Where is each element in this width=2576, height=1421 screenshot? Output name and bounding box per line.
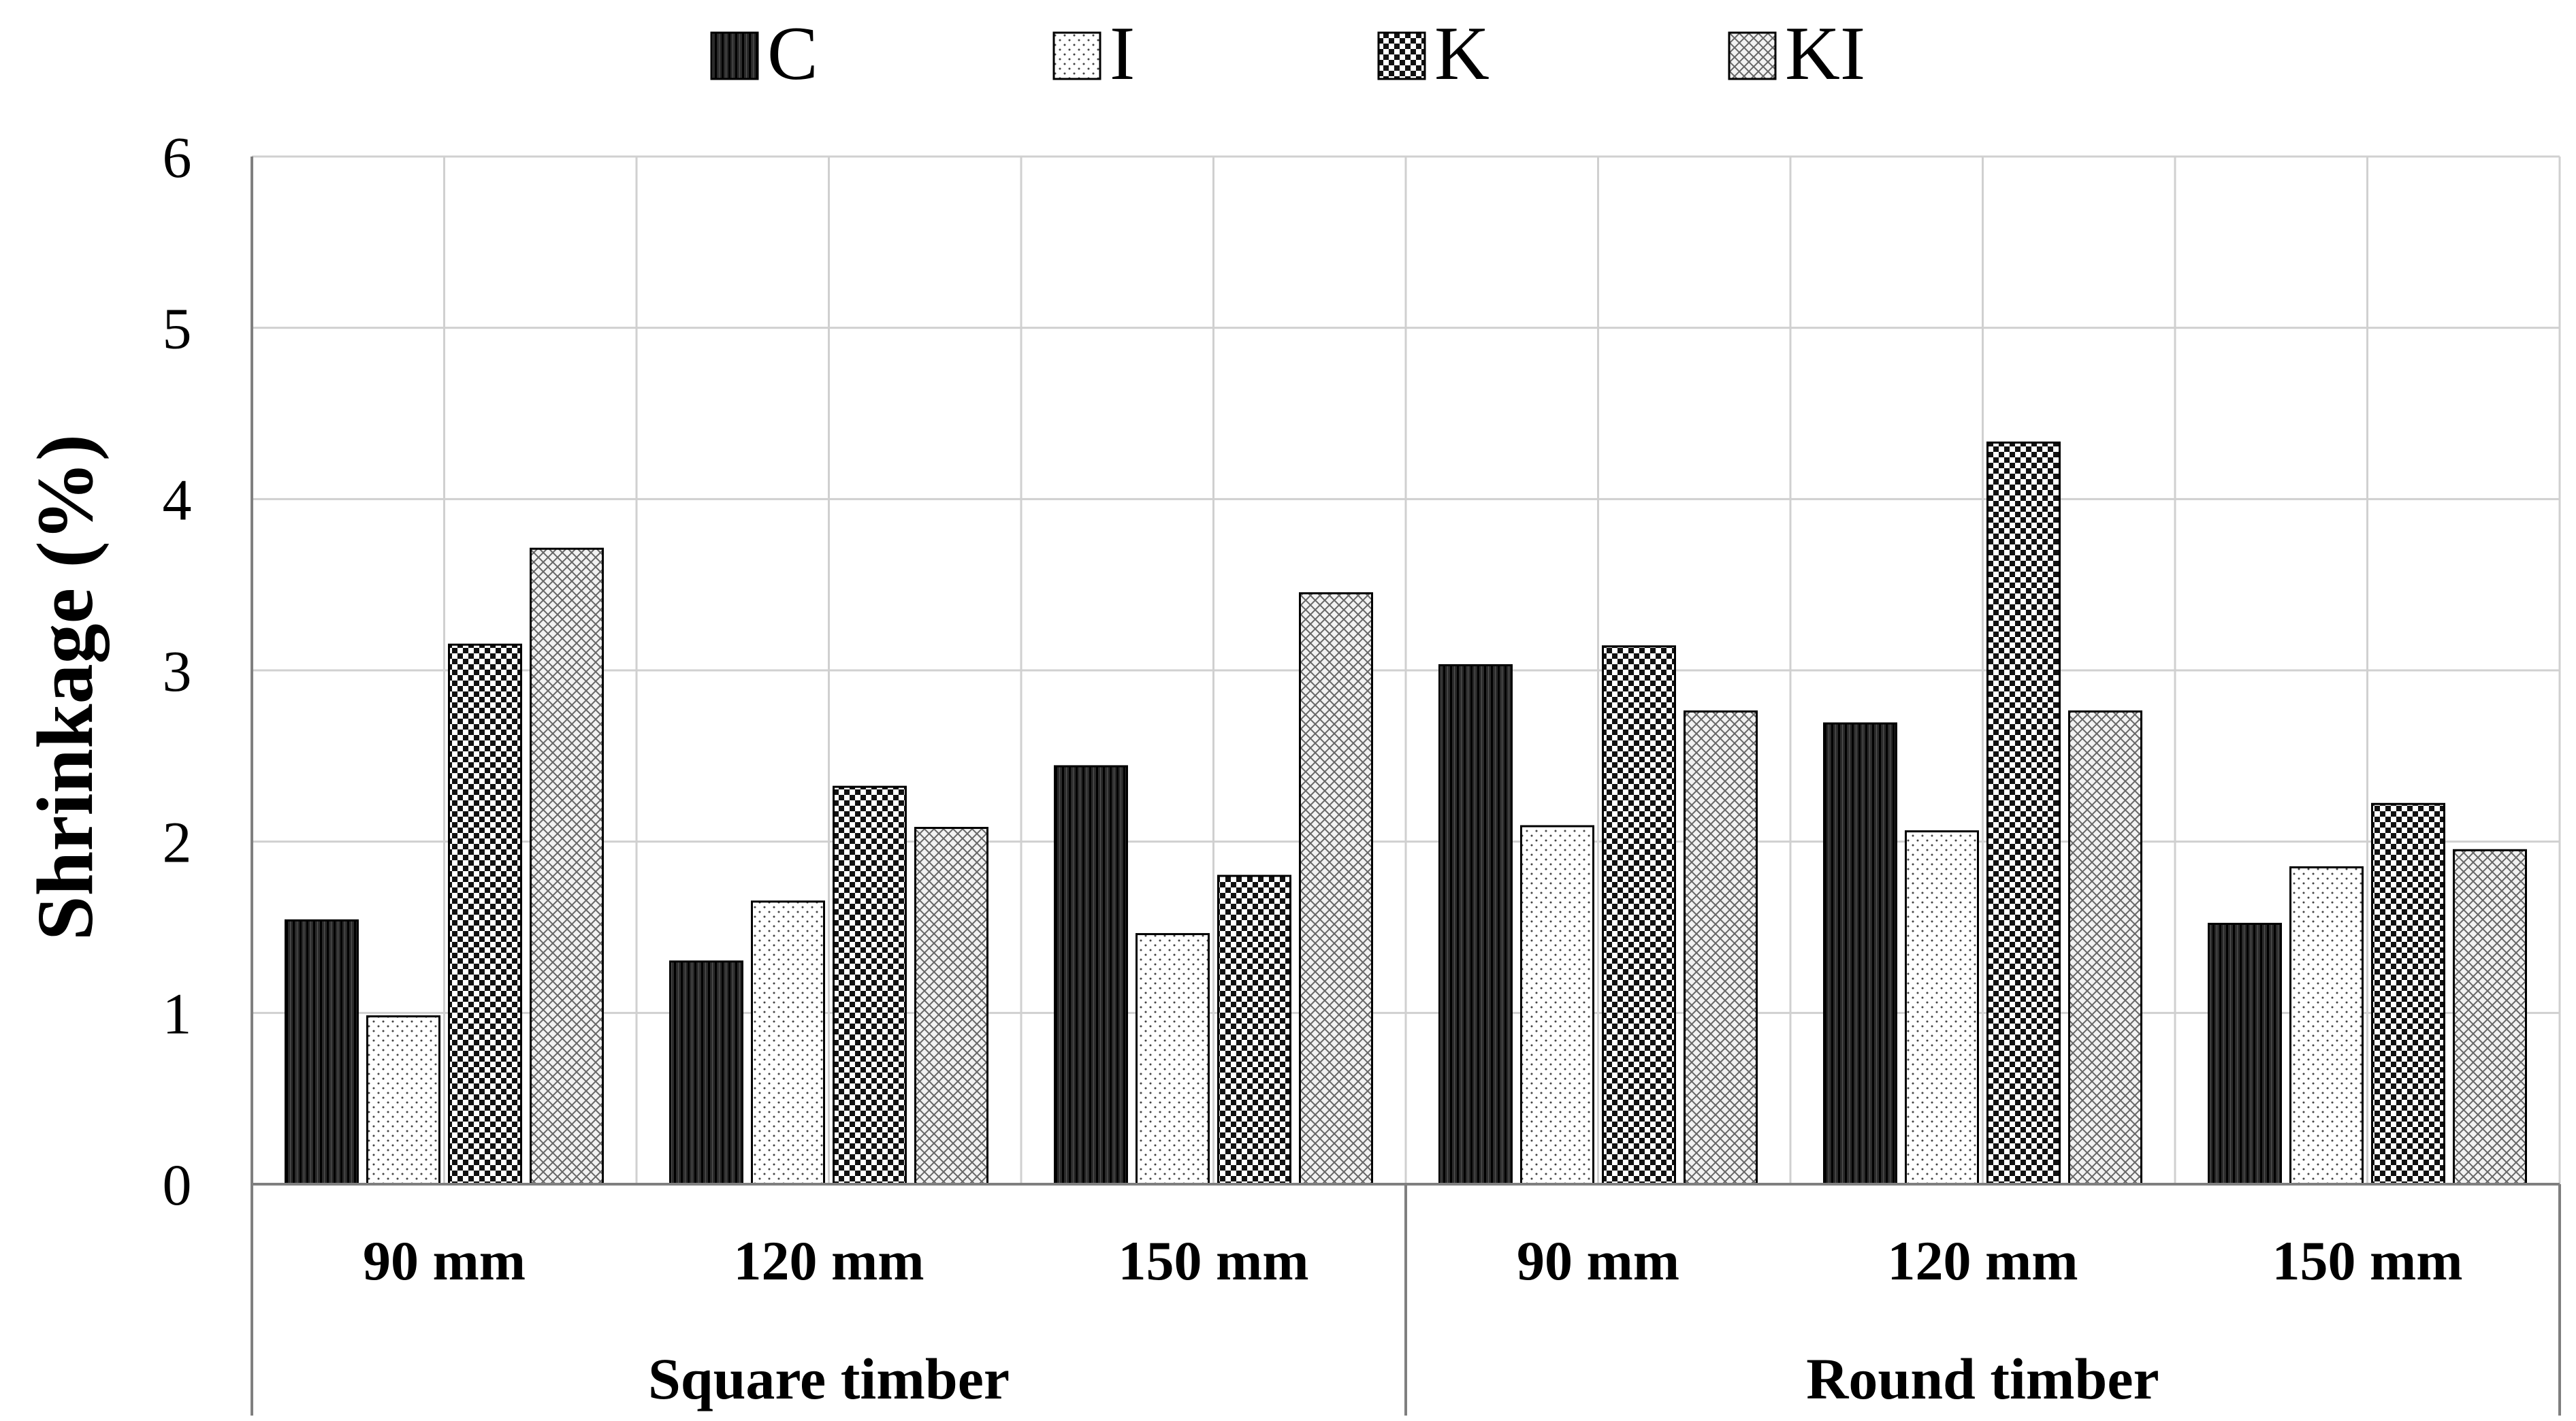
y-axis-label: Shrinkage (%) [20, 434, 110, 941]
bar-ki [2068, 710, 2142, 1186]
group-labels: Square timber Round timber [648, 1346, 2159, 1411]
legend-swatch-k [1377, 31, 1426, 80]
category-label: 150 mm [1118, 1230, 1308, 1292]
y-tick-label: 2 [163, 810, 192, 875]
y-tick-label: 1 [163, 981, 192, 1046]
legend-label-k: K [1434, 12, 1490, 96]
bar-ki [2453, 849, 2527, 1186]
legend-swatch-c [710, 31, 759, 80]
category-label: 90 mm [363, 1230, 526, 1292]
bars [285, 441, 2527, 1186]
category-label: 150 mm [2272, 1230, 2462, 1292]
category-label: 90 mm [1517, 1230, 1679, 1292]
y-tick-label: 4 [163, 467, 192, 532]
y-tick-label: 0 [163, 1152, 192, 1218]
bar-k [833, 785, 907, 1186]
bar-ki [914, 827, 988, 1186]
legend-label-c: C [767, 12, 818, 96]
category-label: 120 mm [733, 1230, 924, 1292]
bar-c [669, 960, 743, 1186]
bar-ki [1299, 592, 1373, 1186]
category-label: 120 mm [1887, 1230, 2078, 1292]
bar-ki [530, 547, 604, 1186]
bar-k [1602, 645, 1676, 1186]
bar-k [1217, 875, 1291, 1186]
bar-i [1136, 933, 1210, 1186]
bar-i [751, 900, 825, 1186]
legend-swatch-i [1052, 31, 1101, 80]
bar-i [1905, 830, 1979, 1186]
bar-c [1438, 664, 1513, 1186]
bar-k [1986, 441, 2061, 1186]
y-tick-labels: 0 1 2 3 4 5 6 [163, 125, 192, 1218]
bar-c [1054, 765, 1128, 1186]
bar-ki [1684, 710, 1758, 1186]
y-tick-label: 6 [163, 125, 192, 190]
bar-k [2371, 802, 2445, 1186]
y-tick-label: 5 [163, 296, 192, 361]
bar-k [448, 643, 522, 1186]
legend-swatch-ki [1728, 31, 1777, 80]
bar-i [2289, 866, 2364, 1186]
axes [251, 157, 2561, 1416]
category-labels: 90 mm 120 mm 150 mm 90 mm 120 mm 150 mm [363, 1230, 2463, 1292]
legend-label-ki: KI [1785, 12, 1865, 96]
bar-c [2208, 922, 2282, 1186]
group-label: Square timber [648, 1346, 1010, 1411]
bar-c [1823, 722, 1897, 1186]
bar-c [285, 919, 359, 1186]
gridlines [252, 155, 2561, 1184]
legend-label-i: I [1110, 12, 1135, 96]
bar-i [1520, 825, 1594, 1186]
bar-i [366, 1015, 440, 1186]
group-label: Round timber [1806, 1346, 2159, 1411]
y-tick-label: 3 [163, 638, 192, 704]
legend: C I K KI [710, 12, 1865, 96]
